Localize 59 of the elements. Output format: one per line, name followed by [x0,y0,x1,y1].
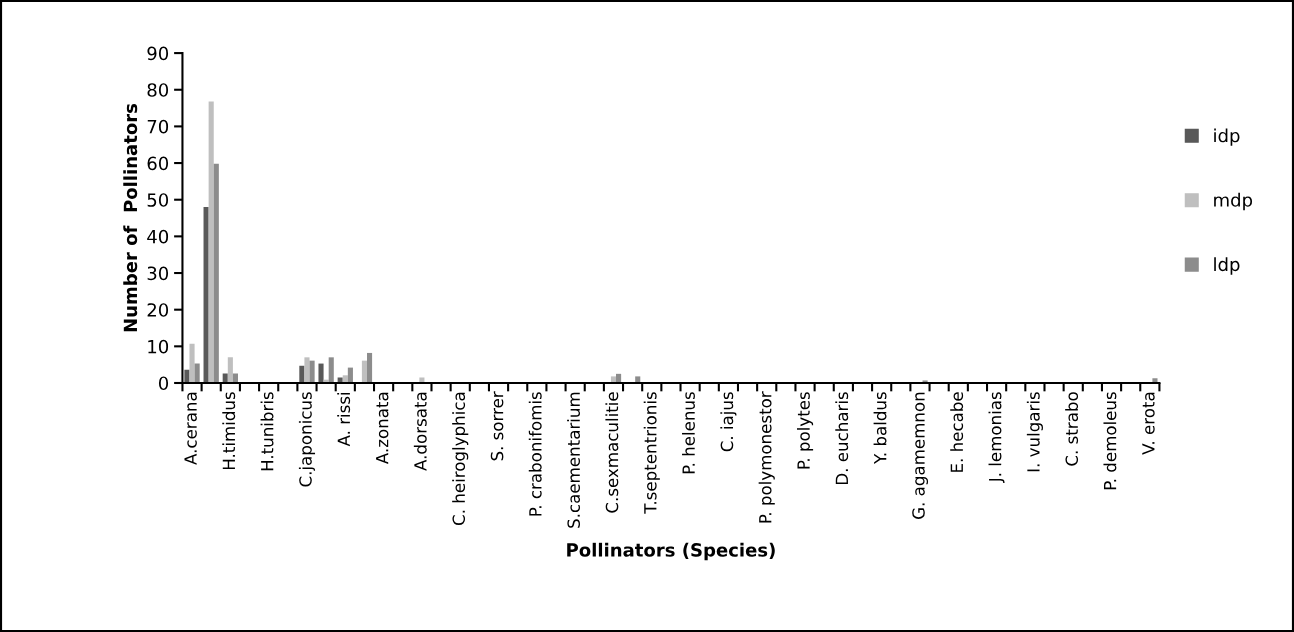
bar [309,360,315,383]
bar [213,163,219,383]
bar [342,375,348,383]
legend-label: ldp [1214,257,1240,275]
bar [222,373,228,383]
bar [299,365,305,383]
x-tick-label: G. agamemnon [912,392,929,519]
legend-label: idp [1214,128,1240,146]
y-tick-label: 90 [147,46,169,61]
x-tick-label: P. polytes [796,392,814,469]
bar [232,373,239,383]
bar [208,101,214,383]
y-tick-label: 50 [147,193,169,207]
x-tick-label: H.timidus [222,392,236,470]
y-tick-label: 10 [148,339,169,354]
x-axis-title: Pollinators (Species) [567,542,775,561]
x-tick-label: D. eucharis [835,392,849,485]
bar [328,357,334,383]
y-axis-title: Number of Pollinators [123,103,138,332]
bar [318,363,324,383]
bar [203,207,209,383]
y-tick-label: 80 [147,83,169,97]
x-tick-label: A.zonata [376,392,389,465]
x-tick-label: P. demoleus [1103,392,1117,490]
bar [366,352,373,383]
y-tick-label: 30 [147,266,169,281]
x-tick-label: S.caementarium [567,392,580,528]
y-tick-label: 40 [147,229,169,244]
x-tick-label: A. rissi [337,392,351,447]
x-tick-label: P. crabonifomis [528,392,542,516]
x-tick-label: H.tunibris [260,392,274,471]
bar [1152,378,1158,383]
x-tick-label: P. helenus [682,392,695,474]
x-tick-label: C. heiroglyphica [452,392,469,525]
x-tick-label: P. polymonestor [758,391,775,523]
x-tick-label: C. strabo [1065,392,1079,466]
x-tick-label: I. vulgaris [1026,392,1043,472]
x-tick-label: C.japonicus [298,392,316,487]
x-tick-label: A.dorsata [413,392,427,471]
x-tick-label: J. lemonias [988,392,1005,484]
x-tick-label: A.cerana [184,392,197,465]
y-tick-label: 0 [158,376,169,391]
bar [184,369,190,383]
bar [304,357,310,383]
x-tick-label: S. sorrer [490,391,504,461]
x-tick-label: T.septentrionis [643,392,660,514]
y-tick-label: 60 [147,156,169,171]
bar [189,343,195,383]
legend-label: mdp [1214,192,1253,211]
x-tick-label: V. erota [1142,392,1155,455]
x-tick-label: C. iajus [720,392,737,452]
bar [361,360,367,383]
y-tick-label: 70 [147,119,169,134]
bar [227,357,233,383]
x-tick-label: Y. baldus [873,392,887,465]
bar [194,363,200,383]
y-tick-label: 20 [147,303,169,317]
x-tick-label: E. hecabe [950,392,964,472]
x-tick-label: C.sexmaculitie [605,392,619,513]
